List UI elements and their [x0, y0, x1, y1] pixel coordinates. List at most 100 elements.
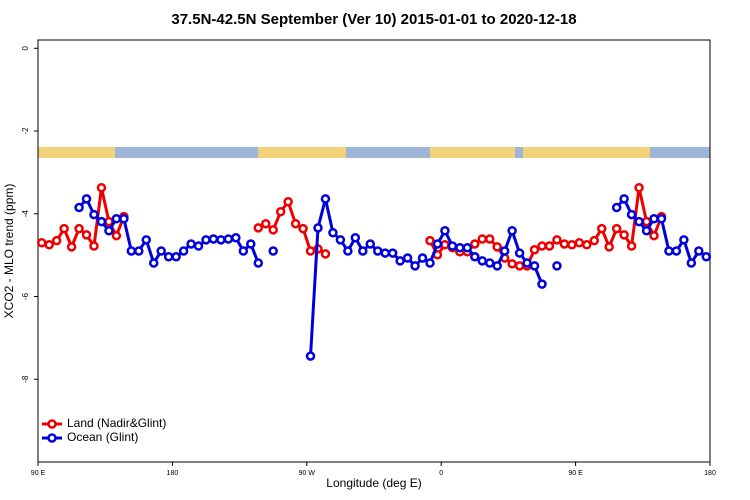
- data-point: [51, 235, 62, 246]
- data-point: [275, 206, 286, 217]
- data-point: [156, 246, 166, 256]
- data-point: [484, 234, 495, 244]
- land-strip: [523, 147, 650, 158]
- x-tick-label: 90 E: [31, 470, 46, 477]
- data-point: [74, 223, 84, 234]
- data-point: [268, 246, 278, 256]
- data-point: [552, 261, 562, 271]
- data-point: [320, 249, 331, 259]
- x-tick-label: 0: [439, 470, 443, 477]
- data-point: [649, 230, 659, 241]
- data-point: [462, 242, 473, 253]
- data-point: [104, 225, 114, 236]
- data-point: [208, 234, 219, 244]
- data-point: [447, 241, 458, 251]
- data-point: [559, 239, 570, 249]
- data-point: [537, 279, 547, 289]
- legend-label: Ocean (Glint): [67, 430, 138, 444]
- data-point: [201, 235, 211, 245]
- data-point: [514, 248, 525, 258]
- data-point: [686, 258, 697, 268]
- data-point: [410, 261, 420, 271]
- data-point: [641, 225, 652, 236]
- data-point: [111, 213, 122, 224]
- surface-strip: [38, 147, 710, 158]
- data-point: [305, 246, 316, 256]
- data-point: [507, 225, 517, 236]
- data-point: [701, 252, 712, 262]
- data-point: [470, 239, 480, 249]
- data-point: [178, 246, 189, 256]
- data-point: [522, 258, 532, 268]
- data-point: [320, 194, 331, 204]
- data-point: [499, 246, 510, 256]
- data-point: [425, 235, 435, 246]
- data-point: [89, 241, 99, 251]
- data-point: [365, 239, 376, 249]
- data-point: [470, 252, 480, 262]
- data-point: [96, 216, 107, 227]
- data-point: [111, 230, 122, 241]
- chart-title: 37.5N-42.5N September (Ver 10) 2015-01-0…: [171, 11, 576, 28]
- x-tick-label: 90 W: [299, 470, 316, 477]
- data-point: [305, 351, 316, 361]
- data-point: [395, 256, 405, 266]
- data-point: [537, 241, 547, 251]
- y-tick-label: -2: [21, 127, 30, 135]
- data-point: [141, 235, 152, 245]
- data-point: [238, 246, 249, 256]
- data-point: [74, 202, 84, 213]
- data-point: [402, 253, 413, 263]
- data-point: [440, 240, 450, 250]
- data-point: [313, 223, 323, 233]
- data-point: [283, 197, 293, 207]
- data-point: [455, 242, 465, 253]
- land-strip: [38, 147, 115, 158]
- data-point: [350, 233, 361, 243]
- legend-label: Land (Nadir&Glint): [67, 416, 166, 430]
- data-point: [186, 239, 196, 249]
- data-point: [328, 228, 338, 238]
- y-tick-label: -4: [21, 210, 30, 218]
- data-point: [596, 223, 607, 234]
- data-point: [544, 241, 555, 251]
- data-point: [432, 239, 443, 249]
- data-point: [268, 225, 278, 235]
- data-point: [335, 235, 346, 245]
- data-point: [694, 246, 704, 256]
- data-point: [89, 209, 99, 220]
- data-point: [216, 235, 226, 245]
- data-point: [171, 252, 181, 262]
- y-tick-label: -6: [21, 292, 30, 300]
- data-point: [656, 213, 667, 224]
- data-point: [611, 202, 622, 213]
- data-point: [380, 248, 390, 258]
- data-point: [193, 241, 204, 251]
- data-point: [611, 223, 622, 234]
- data-point: [134, 246, 144, 256]
- data-point: [246, 239, 256, 249]
- x-axis-label: Longitude (deg E): [326, 476, 421, 490]
- legend-marker: [47, 419, 57, 429]
- data-point: [507, 259, 517, 269]
- data-point: [223, 234, 234, 244]
- data-point: [529, 261, 540, 271]
- y-tick-label: 0: [21, 46, 30, 51]
- data-point: [440, 225, 450, 236]
- data-point: [81, 230, 92, 240]
- data-point: [253, 223, 264, 233]
- data-point: [417, 253, 428, 263]
- data-point: [477, 256, 488, 266]
- y-axis-label: XCO2 - MLO trend (ppm): [2, 184, 16, 319]
- data-point: [298, 223, 308, 234]
- data-point: [343, 246, 353, 256]
- data-point: [119, 213, 129, 224]
- x-tick-label: 180: [167, 470, 179, 477]
- data-point: [634, 182, 644, 193]
- data-point: [492, 261, 502, 271]
- data-point: [619, 230, 629, 240]
- data-point: [664, 246, 674, 256]
- data-point: [567, 240, 577, 250]
- data-point: [36, 237, 47, 248]
